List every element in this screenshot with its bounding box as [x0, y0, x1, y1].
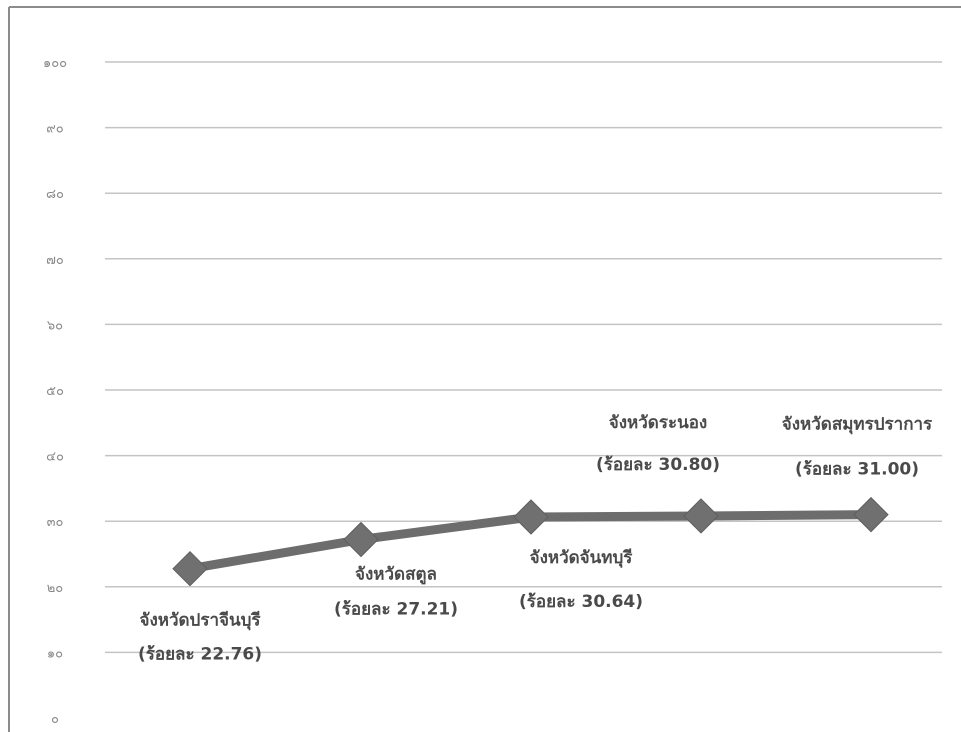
y-tick-label: ๙๐	[46, 122, 64, 137]
y-tick-label: ๕๐	[46, 384, 64, 399]
data-point-marker	[853, 496, 889, 533]
point-name-label: จังหวัดสตูล	[355, 565, 437, 586]
data-point-marker	[683, 498, 719, 534]
data-point-marker	[172, 550, 208, 587]
y-tick-label: ๑๐	[47, 646, 63, 661]
point-value-label: (ร้อยละ 30.80)	[596, 455, 720, 475]
y-tick-label: ๘๐	[46, 187, 64, 202]
y-tick-label: ๐	[51, 712, 59, 727]
y-tick-label: ๗๐	[46, 253, 64, 268]
point-value-label: (ร้อยละ 27.21)	[334, 600, 458, 620]
y-tick-label: ๒๐	[47, 581, 64, 596]
y-tick-label: ๖๐	[47, 318, 63, 333]
data-labels: จังหวัดปราจีนบุรี (ร้อยละ 22.76) จังหวัดสต…	[138, 413, 933, 665]
point-name-label: จังหวัดปราจีนบุรี	[139, 610, 261, 631]
y-tick-label: ๑๐๐	[43, 56, 67, 71]
data-point-marker	[513, 499, 549, 535]
data-point-marker	[343, 521, 379, 558]
y-tick-label: ๓๐	[47, 515, 64, 530]
y-axis-ticks: ๐ ๑๐ ๒๐ ๓๐ ๔๐ ๕๐ ๖๐ ๗๐ ๘๐ ๙๐ ๑๐๐	[43, 56, 67, 727]
point-name-label: จังหวัดจันทบุรี	[530, 547, 634, 568]
series	[172, 496, 889, 587]
point-value-label: (ร้อยละ 22.76)	[138, 645, 262, 665]
point-value-label: (ร้อยละ 31.00)	[795, 460, 919, 480]
point-name-label: จังหวัดระนอง	[609, 413, 707, 433]
y-tick-label: ๔๐	[46, 450, 64, 465]
point-value-label: (ร้อยละ 30.64)	[519, 592, 643, 612]
point-name-label: จังหวัดสมุทรปราการ	[782, 415, 933, 435]
